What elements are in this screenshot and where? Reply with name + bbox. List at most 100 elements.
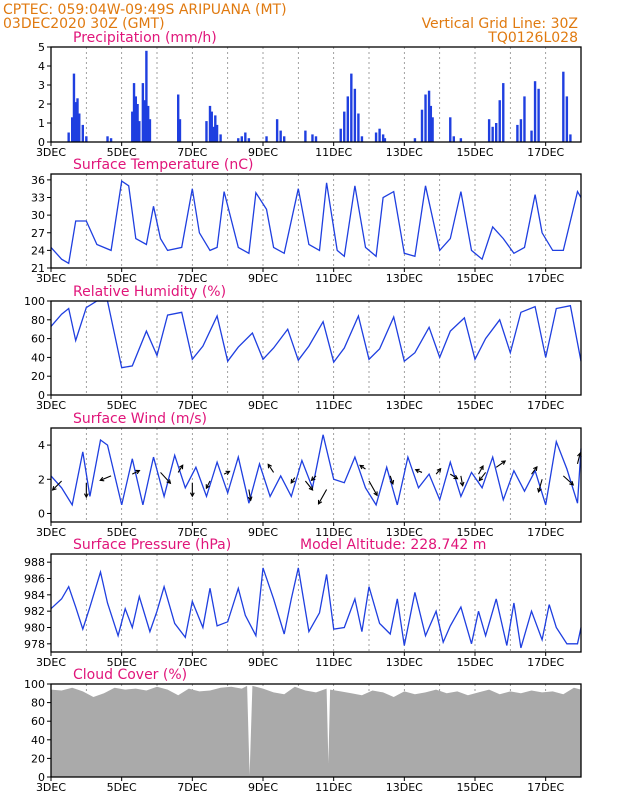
precip-bar [431,117,434,142]
x-tick-label: 9DEC [248,781,278,794]
precip-bar [452,136,455,142]
wind-arrow [478,465,484,475]
wind-arrow [177,464,184,473]
x-tick-label: 9DEC [248,399,278,412]
precip-bar [383,138,387,142]
precip-bar [275,119,279,142]
panel-4: Surface Wind (m/s) 0 2 4 3DEC 5DEC 7DEC 9DEC 11D… [36,411,582,539]
panel-title: Surface Temperature (nC) [73,157,254,173]
panel-frame [50,553,582,653]
precip-bar [449,117,452,142]
precip-bar [311,134,314,142]
y-tick-label: 40 [31,351,45,364]
x-tick-label: 13DEC [386,146,423,159]
precip-bar [148,119,152,142]
x-tick-label: 11DEC [315,526,352,539]
precip-bar [381,134,385,142]
x-tick-label: 9DEC [248,146,278,159]
wind-arrow [83,482,89,499]
x-tick-label: 9DEC [248,526,278,539]
y-tick-label: 80 [31,314,45,327]
series-line [50,300,582,369]
y-tick-label: 0 [38,389,45,402]
wind-arrow [389,475,395,486]
y-tick-label: 20 [31,370,45,383]
x-tick-label: 3DEC [36,656,66,669]
y-tick-label: 0 [38,507,45,520]
precip-bar [138,121,141,142]
x-tick-label: 17DEC [527,399,564,412]
wind-arrow [562,475,575,486]
y-tick-label: 4 [38,60,45,73]
y-tick-label: 5 [38,41,45,54]
precip-bar [244,132,247,142]
precip-bar [339,128,342,142]
x-tick-label: 3DEC [36,399,66,412]
precip-bar [357,113,360,142]
y-tick-label: 60 [31,333,45,346]
wind-arrow [132,469,141,475]
panel-title: Surface Pressure (hPa) [73,537,231,553]
x-tick-label: 5DEC [107,146,137,159]
x-tick-label: 15DEC [456,272,493,285]
precip-bar [498,100,501,142]
precip-bar [214,115,217,142]
wind-arrow [51,480,62,491]
precip-bar [279,130,282,142]
precip-bar [240,136,243,142]
x-tick-label: 15DEC [456,656,493,669]
precip-bar [81,124,84,142]
x-tick-label: 15DEC [456,781,493,794]
wind-arrow [414,468,423,474]
y-tick-label: 33 [31,192,45,205]
x-tick-label: 9DEC [248,272,278,285]
y-tick-label: 986 [24,573,45,586]
y-tick-label: 988 [24,556,45,569]
precip-bar [424,94,427,142]
precip-bar [502,83,505,142]
x-tick-label: 11DEC [315,146,352,159]
wind-arrow [368,480,378,497]
y-tick-label: 36 [31,174,45,187]
x-tick-label: 5DEC [107,781,137,794]
precip-bar [530,130,533,142]
y-tick-label: 0 [38,771,45,784]
precip-bar [427,90,431,142]
precip-bar [459,138,463,142]
panel-frame [50,46,582,143]
x-tick-label: 17DEC [527,656,564,669]
precip-bar [420,109,424,142]
panel-subtitle: Model Altitude: 228.742 m [300,537,486,553]
header-grid-line: Vertical Grid Line: 30Z [422,16,578,32]
wind-arrow [459,475,465,487]
precip-bar [343,111,346,142]
precip-bar [562,71,565,142]
precip-bar [237,138,240,142]
panel-title: Relative Humidity (%) [73,284,226,300]
y-tick-label: 4 [38,439,45,452]
y-tick-label: 27 [31,227,45,240]
precip-bar [537,88,540,142]
precip-bar [145,50,148,142]
precip-bar [71,117,74,142]
x-tick-label: 7DEC [177,656,207,669]
precip-bar [565,96,569,142]
y-tick-label: 0 [38,136,45,149]
precip-bar [523,96,526,142]
x-tick-label: 5DEC [107,399,137,412]
series-line [50,567,582,649]
precip-bar [491,126,494,142]
wind-arrow [99,475,112,482]
precip-bar [353,88,357,142]
y-tick-label: 100 [24,295,45,308]
wind-arrow [304,480,314,491]
y-tick-label: 982 [24,605,45,618]
wind-arrow [189,482,195,498]
x-tick-label: 7DEC [177,272,207,285]
panel-title: Surface Wind (m/s) [73,411,207,427]
wind-arrow [537,479,543,493]
y-tick-label: 80 [31,697,45,710]
wind-arrow [449,473,459,480]
precip-bar [265,136,268,142]
x-tick-label: 13DEC [386,272,423,285]
